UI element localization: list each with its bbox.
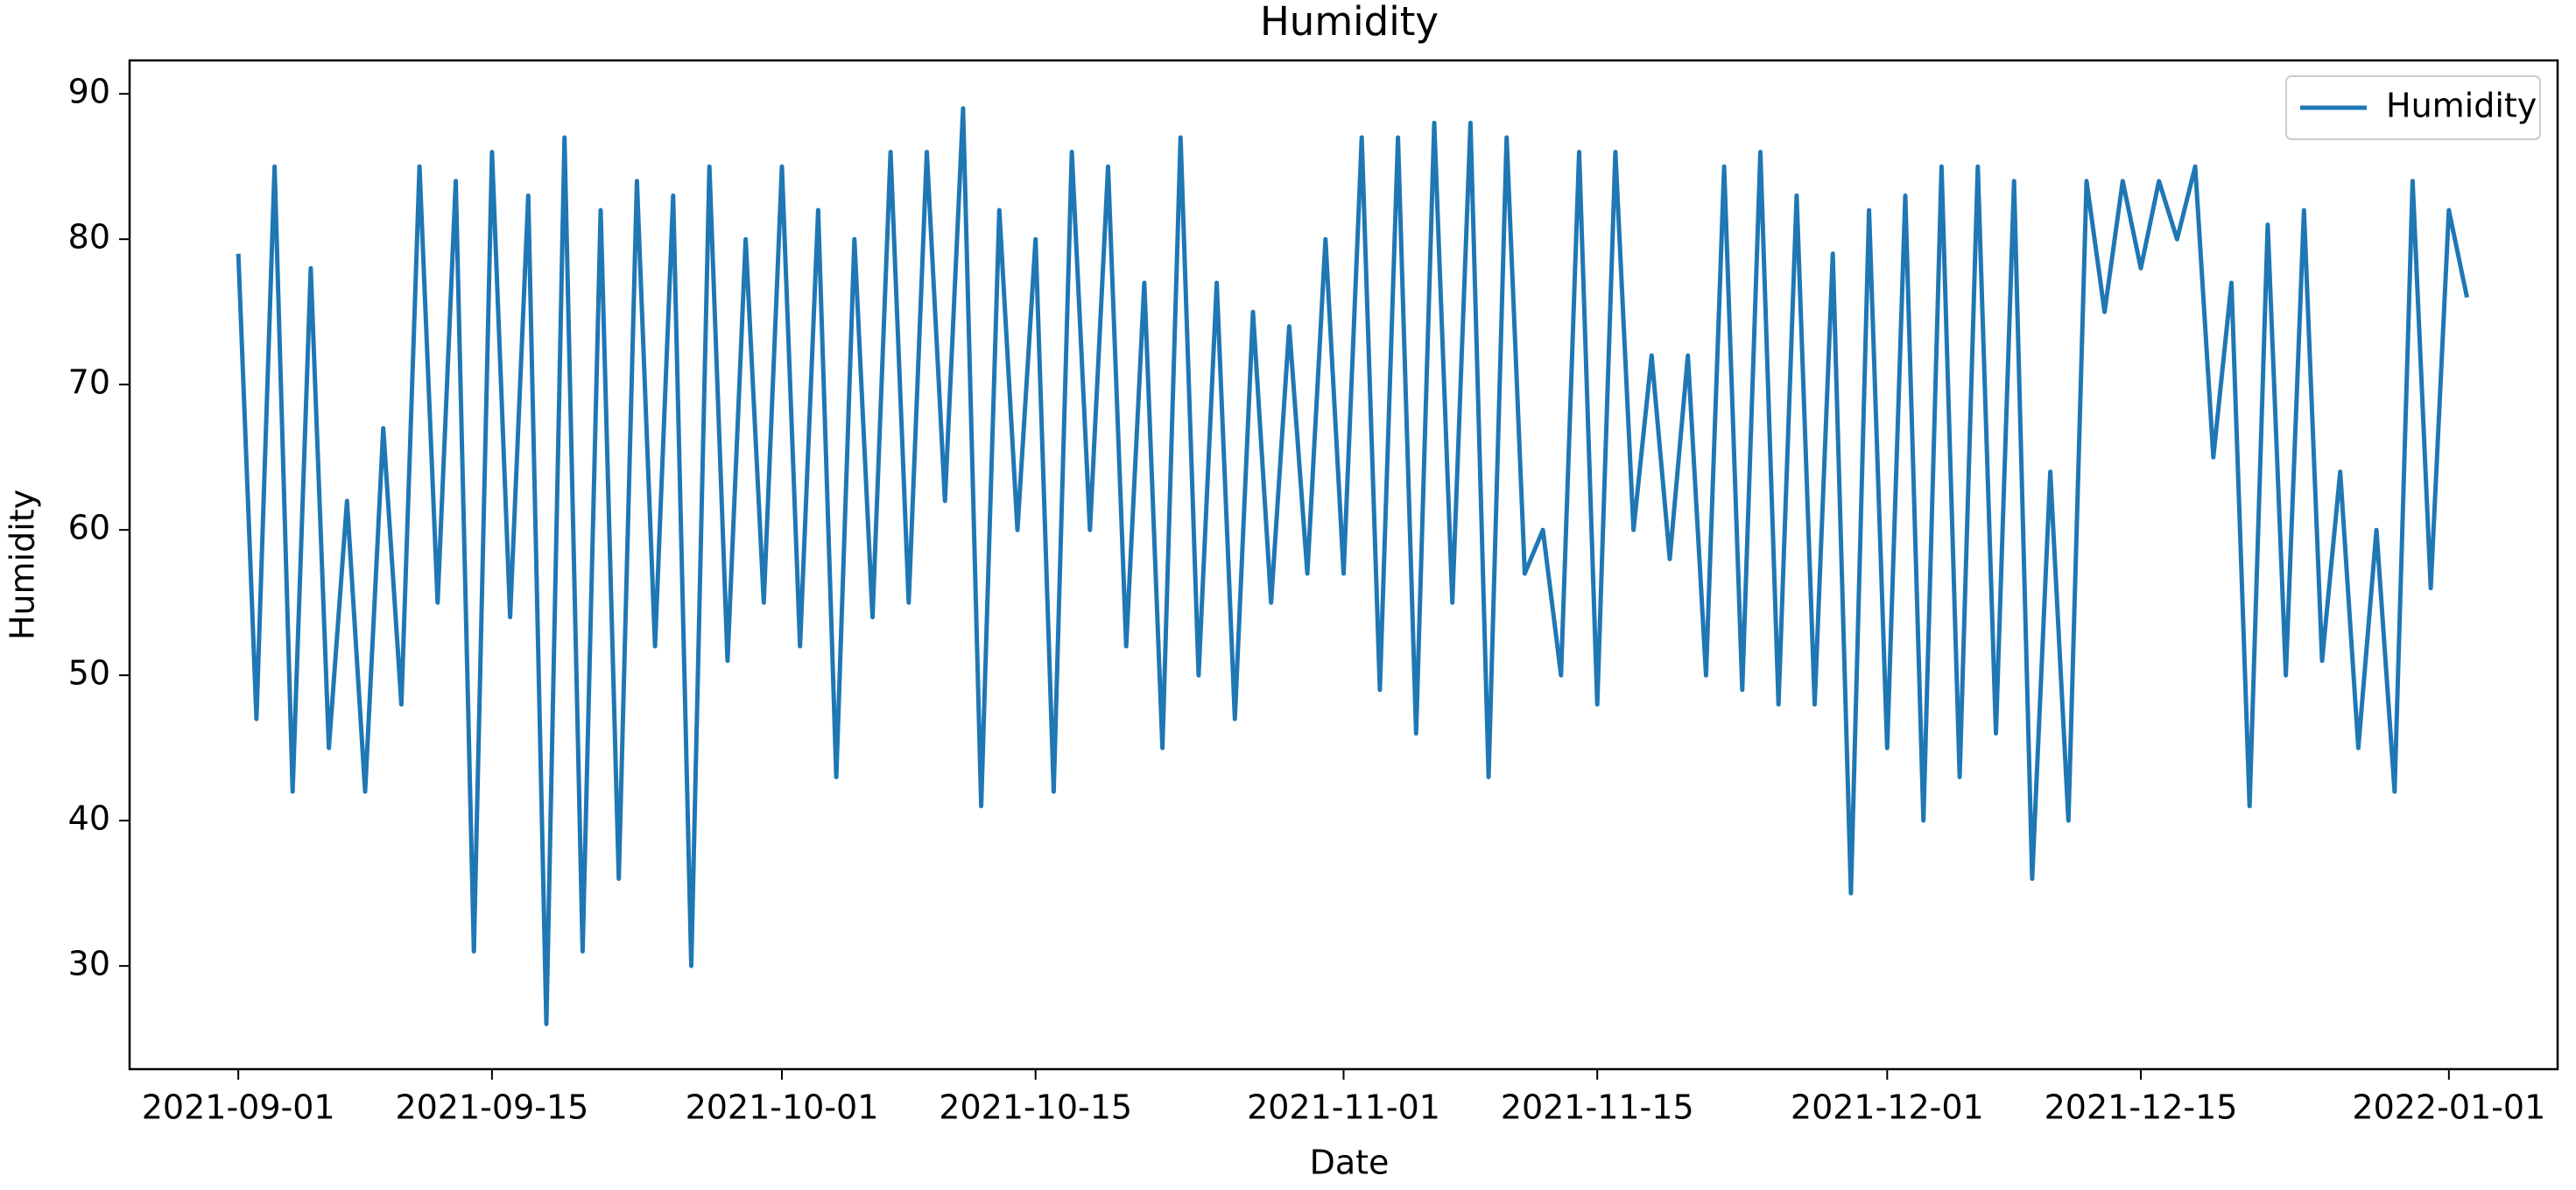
plot-frame bbox=[128, 59, 2559, 1071]
y-tick-label: 50 bbox=[68, 654, 110, 693]
y-tick-label: 30 bbox=[68, 945, 110, 983]
x-tick-label: 2021-09-01 bbox=[142, 1088, 335, 1127]
x-tick-label: 2021-10-15 bbox=[939, 1088, 1132, 1127]
y-tick-label: 70 bbox=[68, 363, 110, 402]
y-tick-label: 80 bbox=[68, 218, 110, 257]
data-line bbox=[236, 106, 2469, 1026]
y-tick-label: 90 bbox=[68, 73, 110, 111]
legend-box bbox=[2285, 75, 2541, 140]
x-tick-label: 2021-12-01 bbox=[1791, 1088, 1984, 1127]
chart-title: Humidity bbox=[1260, 0, 1439, 45]
x-tick-label: 2021-10-01 bbox=[686, 1088, 879, 1127]
x-tick-label: 2022-01-01 bbox=[2352, 1088, 2545, 1127]
x-tick-label: 2021-11-01 bbox=[1247, 1088, 1440, 1127]
y-tick-label: 60 bbox=[68, 509, 110, 547]
x-tick-label: 2021-12-15 bbox=[2045, 1088, 2238, 1127]
legend-label: Humidity bbox=[2386, 87, 2537, 125]
x-axis-label: Date bbox=[1310, 1144, 1390, 1182]
x-tick-label: 2021-09-15 bbox=[395, 1088, 588, 1127]
legend: Humidity bbox=[2285, 75, 2541, 140]
x-tick-label: 2021-11-15 bbox=[1501, 1088, 1694, 1127]
y-axis-label: Humidity bbox=[4, 489, 42, 640]
y-tick-label: 40 bbox=[68, 799, 110, 838]
